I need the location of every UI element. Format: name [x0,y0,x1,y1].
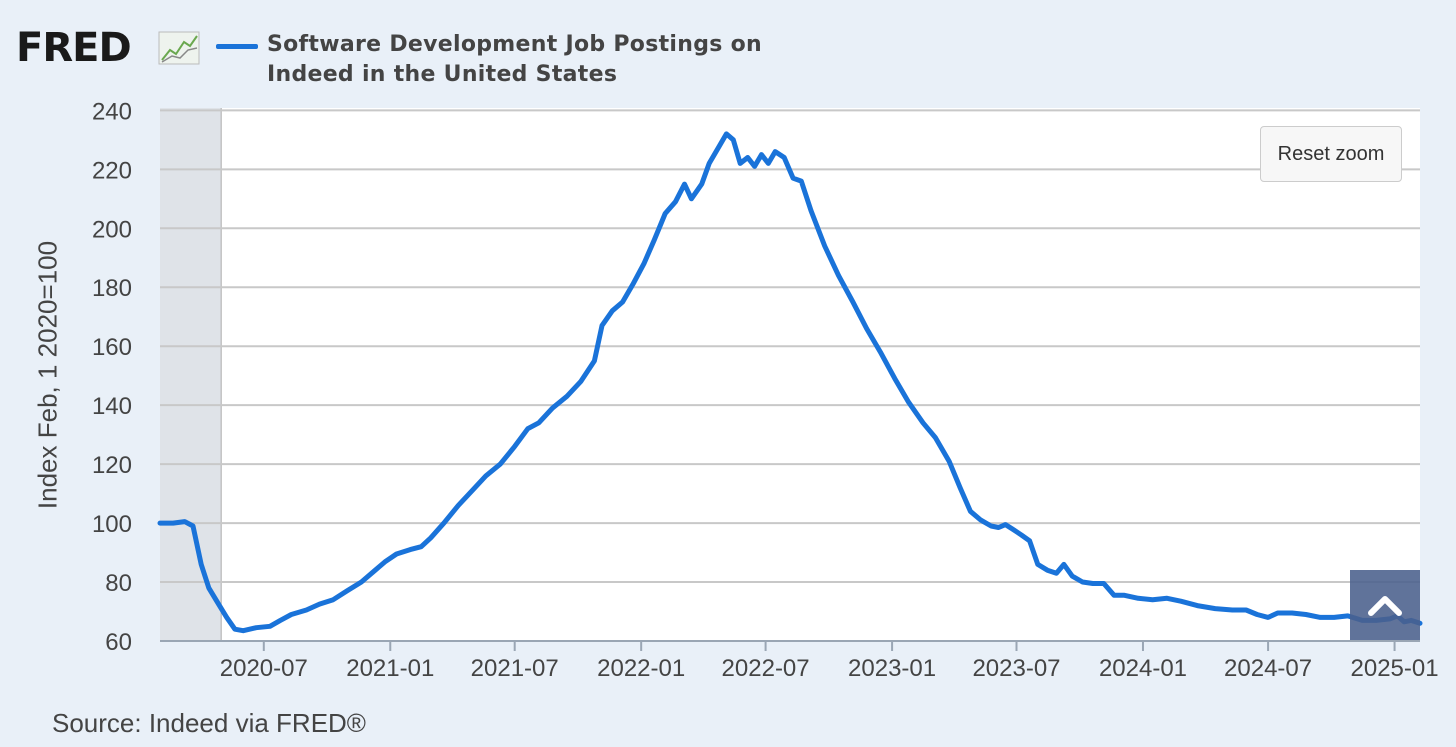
y-tick-label: 160 [92,334,132,361]
y-tick-label: 240 [92,98,132,125]
y-tick-label: 200 [92,216,132,243]
scroll-to-top-button[interactable] [1350,570,1420,640]
chevron-up-icon [1368,596,1402,616]
y-tick-label: 180 [92,275,132,302]
y-tick-label: 60 [105,629,132,656]
y-tick-label: 220 [92,157,132,184]
x-tick-label: 2021-01 [346,655,434,682]
y-tick-label: 140 [92,393,132,420]
series-line [157,131,1423,634]
x-tick-label: 2021-07 [471,655,559,682]
x-tick-label: 2023-01 [848,655,936,682]
source-note: Source: Indeed via FRED® [52,708,366,738]
reset-zoom-button[interactable]: Reset zoom [1260,126,1402,182]
x-tick-label: 2023-07 [972,655,1060,682]
fred-graph-icon [158,31,200,65]
x-tick-label: 2024-01 [1099,655,1187,682]
x-tick-label: 2022-07 [722,655,810,682]
x-tick-label: 2022-01 [597,655,685,682]
x-tick-label: 2020-07 [220,655,308,682]
fred-logo[interactable]: FRED [16,25,132,71]
y-tick-label: 100 [92,511,132,538]
x-tick-label: 2024-07 [1224,655,1312,682]
y-tick-label: 120 [92,452,132,479]
legend-series-swatch[interactable] [216,44,258,49]
legend-series-label[interactable]: Software Development Job Postings on Ind… [267,32,763,87]
y-tick-label: 80 [105,570,132,597]
x-tick-label: 2025-01 [1351,655,1439,682]
plot-area [160,108,1420,641]
recession-shading [160,108,222,641]
